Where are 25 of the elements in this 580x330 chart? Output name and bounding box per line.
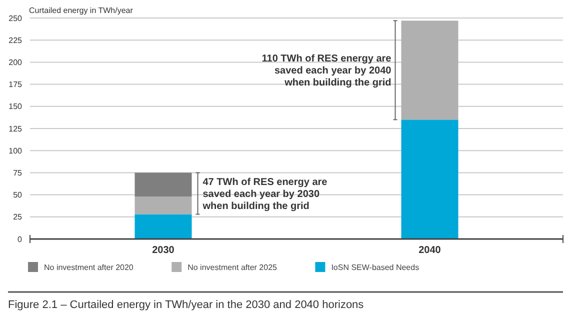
x-tick-label: 2030 <box>152 245 175 256</box>
bar <box>401 120 458 239</box>
legend-label: No investment after 2025 <box>188 263 278 272</box>
y-tick-label: 0 <box>18 234 23 244</box>
y-tick-label: 150 <box>8 102 23 112</box>
x-tick-label: 2040 <box>418 245 442 256</box>
y-tick-label: 25 <box>13 212 23 222</box>
bar <box>401 20 458 120</box>
y-tick-label: 125 <box>8 124 23 134</box>
y-tick-label: 200 <box>8 58 23 67</box>
legend-label: No investment after 2020 <box>44 263 134 272</box>
y-tick-label: 225 <box>8 36 23 45</box>
y-tick-label: 175 <box>8 80 23 90</box>
y-tick-label: 75 <box>13 168 23 178</box>
y-tick-label: 100 <box>8 146 23 156</box>
y-axis-title: Curtailed energy in TWh/year <box>29 6 134 15</box>
caption: Figure 2.1 – Curtailed energy in TWh/year in the 2030 and 2040 horizons <box>8 299 364 311</box>
y-tick-label: 250 <box>8 14 23 23</box>
bar <box>134 196 192 214</box>
annotation: 47 TWh of RES energy are saved each year by 2030 when building the grid <box>202 176 328 212</box>
bar <box>134 214 192 239</box>
y-tick-label: 50 <box>13 190 23 200</box>
bar <box>134 172 192 197</box>
annotation: 110 TWh of RES energy are saved each year by 2040 when building the grid <box>262 54 392 89</box>
legend-label: IoSN SEW-based Needs <box>331 263 420 272</box>
